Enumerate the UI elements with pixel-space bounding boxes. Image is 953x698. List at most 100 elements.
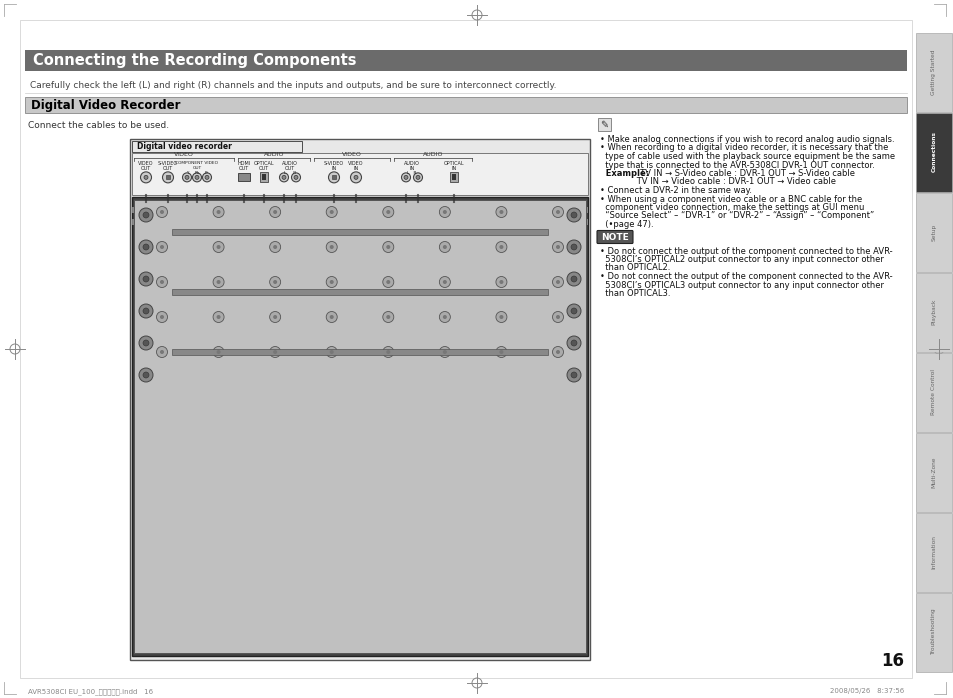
Text: Troubleshooting: Troubleshooting	[930, 609, 936, 655]
Text: type of cable used with the playback source equipment be the same: type of cable used with the playback sou…	[599, 152, 894, 161]
Circle shape	[499, 245, 503, 249]
Text: • Do not connect the output of the component connected to the AVR-: • Do not connect the output of the compo…	[599, 246, 892, 255]
Bar	[132, 197, 587, 656]
Text: OUT: OUT	[141, 166, 151, 171]
Bar	[166, 175, 170, 179]
Circle shape	[213, 242, 224, 253]
Circle shape	[556, 210, 559, 214]
Text: AVR5308CI EU_100_初校作業中.indd   16: AVR5308CI EU_100_初校作業中.indd 16	[28, 688, 153, 695]
Circle shape	[382, 276, 394, 288]
Circle shape	[439, 242, 450, 253]
Circle shape	[571, 308, 577, 314]
Text: OPTICAL: OPTICAL	[443, 161, 464, 166]
Bar	[133, 200, 585, 653]
Bar	[332, 175, 335, 179]
Circle shape	[496, 311, 506, 322]
Circle shape	[140, 172, 152, 183]
Circle shape	[552, 346, 563, 357]
FancyBboxPatch shape	[597, 230, 633, 244]
Circle shape	[556, 245, 559, 249]
Circle shape	[439, 207, 450, 218]
Bar	[915, 112, 951, 191]
Circle shape	[330, 280, 334, 284]
Circle shape	[273, 315, 277, 319]
Circle shape	[330, 350, 334, 354]
Text: L   R: L R	[407, 171, 416, 175]
Circle shape	[139, 368, 152, 382]
Circle shape	[270, 276, 280, 288]
Circle shape	[386, 350, 390, 354]
Circle shape	[566, 368, 580, 382]
Text: S-VIDEO: S-VIDEO	[324, 161, 344, 166]
Circle shape	[273, 350, 277, 354]
Bar	[915, 352, 951, 431]
Circle shape	[160, 280, 164, 284]
Circle shape	[328, 172, 339, 183]
Circle shape	[279, 173, 288, 182]
Text: IN: IN	[331, 166, 336, 171]
Circle shape	[156, 311, 168, 322]
Circle shape	[270, 242, 280, 253]
Circle shape	[442, 350, 446, 354]
Circle shape	[571, 212, 577, 218]
Circle shape	[330, 245, 334, 249]
Bar	[172, 349, 547, 355]
Circle shape	[270, 311, 280, 322]
Circle shape	[156, 346, 168, 357]
Circle shape	[160, 350, 164, 354]
Bar	[915, 33, 951, 112]
Text: VIDEO: VIDEO	[348, 161, 363, 166]
Text: than OPTICAL2.: than OPTICAL2.	[599, 264, 670, 272]
Circle shape	[382, 242, 394, 253]
Bar	[260, 172, 268, 182]
Text: • When recording to a digital video recorder, it is necessary that the: • When recording to a digital video reco…	[599, 144, 887, 152]
Circle shape	[270, 346, 280, 357]
Circle shape	[156, 276, 168, 288]
Circle shape	[330, 210, 334, 214]
Text: component video connection, make the settings at GUI menu: component video connection, make the set…	[599, 203, 863, 212]
Circle shape	[143, 340, 149, 346]
Text: OUT: OUT	[193, 166, 201, 170]
Circle shape	[552, 276, 563, 288]
Text: OPTICAL: OPTICAL	[253, 161, 274, 166]
Circle shape	[496, 242, 506, 253]
Circle shape	[282, 175, 286, 179]
Circle shape	[382, 311, 394, 322]
Circle shape	[185, 175, 189, 179]
Bar	[132, 219, 587, 225]
Circle shape	[499, 315, 503, 319]
Circle shape	[442, 245, 446, 249]
Circle shape	[160, 245, 164, 249]
Text: 5308CI’s OPTICAL2 output connector to any input connector other: 5308CI’s OPTICAL2 output connector to an…	[599, 255, 882, 264]
Circle shape	[439, 311, 450, 322]
Circle shape	[326, 346, 336, 357]
Circle shape	[216, 245, 220, 249]
Circle shape	[205, 175, 209, 179]
Text: TV IN → S-Video cable : DVR-1 OUT → S-Video cable: TV IN → S-Video cable : DVR-1 OUT → S-Vi…	[635, 169, 854, 178]
Text: 2008/05/26   8:37:56: 2008/05/26 8:37:56	[829, 688, 903, 694]
Circle shape	[162, 172, 173, 183]
Bar	[132, 153, 587, 195]
Text: Setup: Setup	[930, 223, 936, 241]
Bar	[452, 174, 456, 180]
Circle shape	[552, 311, 563, 322]
Bar	[450, 172, 457, 182]
Text: type that is connected to the AVR-5308CI DVR-1 OUT connector.: type that is connected to the AVR-5308CI…	[599, 161, 874, 170]
Text: Connecting the Recording Components: Connecting the Recording Components	[33, 53, 356, 68]
Circle shape	[143, 308, 149, 314]
Text: Pr: Pr	[205, 171, 209, 175]
Text: IN: IN	[451, 166, 456, 171]
Circle shape	[273, 280, 277, 284]
Text: VIDEO: VIDEO	[342, 152, 361, 157]
Circle shape	[139, 336, 152, 350]
Bar	[172, 229, 547, 235]
Circle shape	[552, 207, 563, 218]
Bar	[132, 207, 587, 213]
Circle shape	[202, 173, 212, 182]
Circle shape	[571, 340, 577, 346]
Circle shape	[326, 311, 336, 322]
Circle shape	[496, 276, 506, 288]
Circle shape	[556, 280, 559, 284]
Text: Digital Video Recorder: Digital Video Recorder	[30, 98, 180, 112]
Circle shape	[292, 173, 300, 182]
